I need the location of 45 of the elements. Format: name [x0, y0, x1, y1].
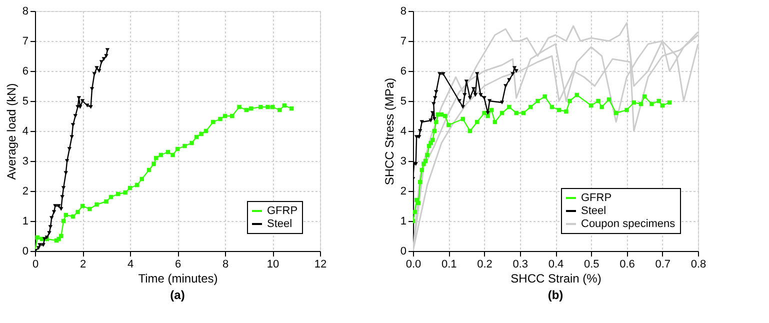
x-tick-label: 0.0 — [406, 258, 422, 270]
y-tick-label: 4 — [22, 126, 28, 138]
y-tick-label: 4 — [400, 126, 406, 138]
legend-label: GFRP — [267, 205, 298, 217]
y-tick-label: 7 — [22, 36, 28, 48]
legend-label: Coupon specimens — [581, 218, 676, 230]
x-tick-label: 0 — [32, 258, 39, 270]
x-tick-label: 6 — [174, 258, 182, 270]
legend-label: Steel — [267, 218, 292, 230]
y-tick-label: 8 — [400, 6, 406, 18]
y-tick-label: 3 — [22, 156, 28, 168]
y-axis-title: Average load (kN) — [4, 83, 18, 180]
x-tick-label: 12 — [314, 258, 327, 270]
y-tick-label: 0 — [400, 246, 406, 258]
legend-label: GFRP — [581, 192, 612, 204]
x-axis-title: Time (minutes) — [138, 272, 218, 286]
y-tick-label: 6 — [400, 66, 406, 78]
x-tick-label: 0.7 — [655, 258, 671, 270]
x-tick-label: 0.4 — [548, 258, 564, 270]
text: (b) — [548, 288, 564, 302]
x-axis-title: SHCC Strain (%) — [510, 272, 602, 286]
legend-label: Steel — [581, 205, 606, 217]
x-tick-label: 0.2 — [477, 258, 492, 270]
x-tick-label: 8 — [222, 258, 229, 270]
y-tick-label: 2 — [400, 186, 406, 198]
y-axis-title: SHCC Stress (MPa) — [382, 78, 396, 186]
y-tick-label: 2 — [22, 186, 28, 198]
y-tick-label: 6 — [22, 66, 28, 78]
y-tick-label: 1 — [22, 216, 28, 228]
x-tick-label: 10 — [266, 258, 280, 270]
y-tick-label: 5 — [22, 96, 28, 108]
y-tick-label: 0 — [22, 246, 28, 258]
x-tick-label: 0.8 — [690, 258, 706, 270]
x-tick-label: 2 — [80, 258, 86, 270]
x-tick-label: 4 — [127, 258, 134, 270]
y-tick-label: 7 — [400, 36, 406, 48]
x-tick-label: 0.5 — [584, 258, 600, 270]
x-tick-label: 0.6 — [620, 258, 635, 270]
y-tick-label: 8 — [22, 6, 28, 18]
y-tick-label: 1 — [400, 216, 406, 228]
text: (a) — [170, 288, 185, 302]
x-tick-label: 0.3 — [512, 258, 528, 270]
y-tick-label: 3 — [400, 156, 406, 168]
y-tick-label: 5 — [400, 96, 406, 108]
x-tick-label: 0.1 — [441, 258, 457, 270]
